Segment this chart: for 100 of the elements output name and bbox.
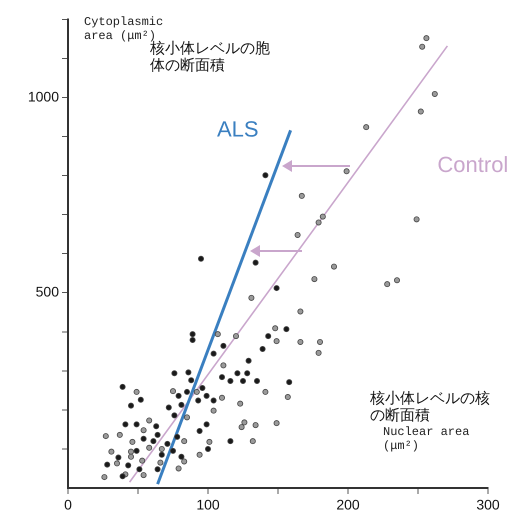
point	[241, 419, 248, 426]
point	[244, 370, 250, 376]
point	[274, 420, 280, 426]
point	[108, 448, 114, 455]
point	[238, 424, 245, 430]
point	[171, 412, 178, 418]
annotation: 核小体レベルの胞体の断面積	[150, 39, 271, 74]
point	[164, 440, 170, 447]
point	[138, 396, 144, 403]
point	[219, 374, 225, 380]
point	[104, 462, 110, 468]
point	[262, 388, 268, 395]
point	[166, 404, 172, 411]
point	[219, 394, 225, 401]
point	[188, 377, 194, 384]
point	[170, 388, 176, 394]
point	[102, 433, 109, 440]
point	[171, 370, 178, 376]
text: Control	[437, 152, 508, 178]
point	[363, 124, 370, 130]
point	[237, 400, 244, 407]
point	[157, 460, 164, 466]
point	[316, 350, 322, 356]
point	[184, 388, 190, 395]
point	[154, 466, 161, 472]
point	[198, 256, 204, 262]
y-tick-label: 500	[36, 284, 60, 300]
point	[394, 277, 400, 284]
point	[248, 294, 254, 301]
point	[227, 378, 234, 384]
point	[195, 398, 202, 404]
point	[298, 192, 305, 199]
point	[414, 216, 420, 222]
point	[181, 438, 188, 444]
point	[246, 358, 252, 364]
point	[136, 466, 142, 472]
point	[205, 446, 211, 452]
point	[185, 369, 192, 376]
annotation: 核小体レベルの核の断面積	[370, 389, 491, 424]
point	[204, 421, 210, 428]
point	[196, 452, 203, 458]
point	[419, 44, 426, 50]
point	[272, 325, 278, 332]
point	[227, 438, 234, 444]
point	[384, 281, 390, 288]
point	[262, 172, 268, 178]
x-axis-title: Nuclear area (μm²)	[383, 425, 470, 454]
point	[206, 438, 212, 445]
point	[250, 438, 256, 444]
point	[199, 385, 206, 392]
point	[265, 333, 272, 340]
point	[139, 458, 146, 464]
point	[252, 260, 259, 266]
point	[418, 108, 424, 115]
point	[120, 384, 126, 390]
point	[125, 462, 132, 468]
point	[128, 402, 134, 409]
point	[176, 392, 182, 399]
point	[331, 264, 337, 270]
point	[153, 423, 160, 430]
point	[423, 35, 430, 42]
point	[190, 331, 196, 338]
point	[252, 422, 259, 428]
point	[274, 338, 280, 344]
y-tick-label: 1000	[28, 88, 60, 104]
point	[286, 379, 292, 386]
point	[196, 428, 203, 434]
point	[432, 90, 438, 97]
point	[134, 448, 140, 454]
point	[254, 378, 260, 384]
point	[158, 446, 165, 452]
point	[260, 346, 266, 352]
point	[320, 214, 326, 220]
point	[214, 331, 221, 338]
point	[178, 454, 184, 460]
point	[181, 458, 188, 464]
point	[210, 408, 217, 414]
point	[184, 414, 190, 420]
point	[178, 402, 184, 408]
point	[234, 370, 240, 376]
point	[128, 454, 134, 460]
point	[220, 362, 226, 368]
point	[154, 432, 161, 438]
x-tick-label: 300	[476, 496, 500, 512]
point	[140, 472, 147, 478]
point	[146, 444, 152, 451]
x-tick-label: 100	[196, 496, 220, 512]
point	[122, 421, 128, 428]
point	[220, 342, 226, 349]
point	[129, 438, 136, 445]
point	[128, 448, 134, 455]
point	[134, 388, 140, 395]
point	[190, 337, 196, 343]
point	[283, 326, 290, 332]
point	[174, 434, 180, 440]
point	[297, 338, 304, 345]
point	[158, 452, 165, 458]
point	[116, 432, 123, 438]
point	[210, 350, 217, 357]
point	[233, 333, 239, 340]
